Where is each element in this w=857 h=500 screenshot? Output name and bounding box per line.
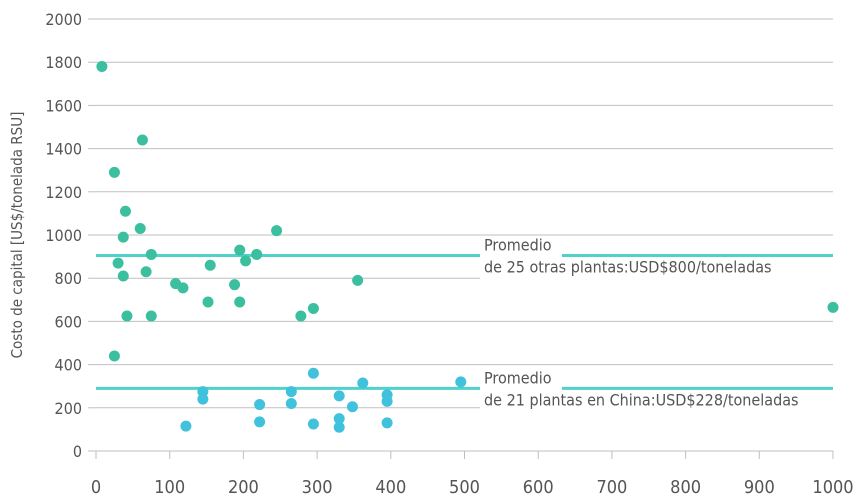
y-tick-label: 400	[55, 356, 82, 375]
data-point-china	[307, 418, 319, 430]
data-point-otras_plantas	[177, 282, 189, 294]
data-point-otras_plantas	[108, 350, 120, 362]
x-tick-label: 300	[302, 477, 333, 498]
average-label-detail-china: de 21 plantas en China:USD$228/toneladas	[484, 390, 799, 409]
y-tick-label: 1600	[45, 96, 82, 115]
grid-lines	[96, 18, 833, 452]
data-point-otras_plantas	[108, 166, 120, 178]
data-point-otras_plantas	[145, 310, 157, 322]
data-point-otras_plantas	[145, 248, 157, 260]
x-tick-label: 1000	[812, 477, 853, 498]
data-point-china	[381, 395, 393, 407]
average-label-backing	[480, 257, 840, 280]
data-point-otras_plantas	[307, 302, 319, 314]
y-tick-label: 0	[73, 442, 82, 461]
data-point-otras_plantas	[134, 223, 146, 235]
x-tick-label: 800	[670, 477, 701, 498]
y-tick-label: 600	[55, 312, 82, 331]
data-point-china	[285, 397, 297, 409]
axes: 0 200 400 600 800 1000 1200 1400 1600 1800 2000 0 10…	[45, 10, 853, 498]
x-tick-label: 900	[744, 477, 775, 498]
x-tick-label: 600	[523, 477, 554, 498]
data-point-china	[307, 367, 319, 379]
y-tick-label: 1000	[45, 226, 82, 245]
data-point-otras_plantas	[117, 270, 129, 282]
data-point-otras_plantas	[112, 257, 124, 269]
data-point-otras_plantas	[295, 310, 307, 322]
x-tick-label: 100	[154, 477, 185, 498]
average-label-title-china: Promedio	[484, 368, 552, 387]
data-point-otras_plantas	[202, 296, 214, 308]
y-tick-label: 1800	[45, 53, 82, 72]
x-tick-label: 700	[596, 477, 627, 498]
y-tick-label: 2000	[45, 10, 82, 29]
y-tick-label: 1200	[45, 183, 82, 202]
average-label-detail-otras_plantas: de 25 otras plantas:USD$800/toneladas	[484, 258, 772, 277]
data-point-otras_plantas	[352, 274, 364, 286]
x-tick-label: 500	[449, 477, 480, 498]
data-point-otras_plantas	[96, 61, 108, 73]
data-point-china	[333, 390, 345, 402]
average-label-title-otras_plantas: Promedio	[484, 236, 552, 255]
data-point-china	[346, 401, 358, 413]
data-point-otras_plantas	[827, 301, 839, 313]
average-lines: Promedio de 25 otras plantas:USD$800/tone…	[96, 236, 840, 413]
y-tick-label: 200	[55, 399, 82, 418]
data-point-china	[180, 420, 192, 432]
data-point-china	[254, 399, 266, 411]
data-point-otras_plantas	[136, 134, 148, 146]
y-tick-label: 800	[55, 269, 82, 288]
data-point-otras_plantas	[234, 296, 246, 308]
data-point-otras_plantas	[140, 266, 152, 278]
x-tick-label: 0	[91, 477, 101, 498]
x-tick-label: 400	[375, 477, 406, 498]
data-point-china	[285, 386, 297, 398]
data-point-china	[381, 417, 393, 429]
data-point-otras_plantas	[251, 248, 263, 260]
data-point-china	[357, 377, 369, 389]
data-point-otras_plantas	[240, 255, 252, 267]
data-point-china	[333, 413, 345, 425]
y-axis-label: Costo de capital [US$/tonelada RSU]	[8, 112, 26, 359]
data-point-otras_plantas	[229, 279, 241, 291]
data-point-china	[254, 416, 266, 428]
data-point-otras_plantas	[117, 231, 129, 243]
average-label-backing	[480, 390, 840, 413]
data-point-otras_plantas	[271, 225, 283, 237]
data-points	[96, 61, 839, 433]
y-tick-label: 1400	[45, 140, 82, 159]
data-point-china	[197, 393, 209, 405]
data-point-china	[197, 386, 209, 398]
data-point-otras_plantas	[234, 244, 246, 256]
data-point-otras_plantas	[204, 259, 216, 271]
data-point-otras_plantas	[119, 205, 131, 217]
data-point-otras_plantas	[121, 310, 133, 322]
data-point-china	[455, 376, 467, 388]
x-tick-label: 200	[228, 477, 259, 498]
data-point-china	[333, 421, 345, 433]
